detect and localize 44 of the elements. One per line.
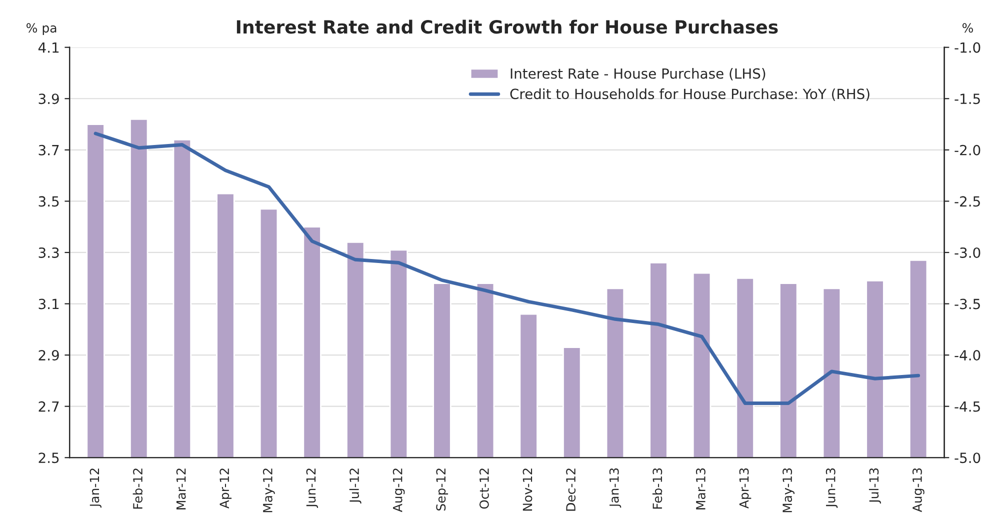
- x-tick-label: Apr-12: [220, 468, 232, 508]
- x-tick-label: Jun-13: [826, 468, 838, 508]
- y2-tick-label: -2.0: [954, 144, 980, 156]
- y2-tick-label: -3.0: [954, 247, 980, 258]
- y-tick-label: 2.5: [38, 452, 59, 464]
- y-tick-label: 3.7: [38, 144, 59, 156]
- x-tick-label: Nov-12: [522, 468, 532, 511]
- y-tick-label: 3.9: [38, 94, 59, 104]
- x-tick-label: Jan-13: [609, 468, 622, 508]
- x-tick-label: May-12: [262, 468, 275, 512]
- x-tick-label: Mar-12: [176, 468, 186, 510]
- y-tick-label: 3.1: [38, 298, 59, 310]
- y-tick-label: 3.5: [38, 196, 59, 207]
- legend-label: Interest Rate - House Purchase (LHS): [510, 68, 766, 80]
- x-tick-label: Aug-12: [392, 468, 405, 512]
- legend-label: Credit to Households for House Purchase: YoY (RHS): [510, 88, 870, 101]
- x-tick-label: Mar-13: [696, 468, 706, 510]
- y-axis-title: % pa: [26, 23, 56, 36]
- line-series: [94, 132, 920, 405]
- x-tick-label: Jul-13: [868, 468, 881, 504]
- x-tick-label: Aug-13: [912, 468, 924, 512]
- y2-tick-label: -1.0: [954, 42, 980, 53]
- y-tick-label: 3.3: [38, 247, 59, 258]
- x-tick-label: Jun-12: [306, 468, 318, 508]
- x-tick-label: May-13: [782, 468, 794, 512]
- x-tick-label: Dec-12: [566, 468, 576, 511]
- x-tick-label: Feb-13: [652, 468, 662, 509]
- y-tick-label: 4.1: [38, 42, 59, 53]
- chart-title: Interest Rate and Credit Growth for House Purchases: [236, 20, 778, 34]
- y-tick-label: 2.7: [38, 401, 59, 412]
- x-tick-label: Oct-12: [479, 468, 489, 509]
- x-tick-label: Feb-12: [132, 468, 142, 509]
- y2-tick-label: -3.5: [954, 298, 980, 310]
- y2-tick-label: -4.5: [954, 401, 980, 412]
- x-tick-label: Jan-12: [90, 468, 102, 508]
- x-tick-label: Sep-12: [436, 468, 448, 510]
- y2-tick-label: -4.0: [954, 350, 980, 361]
- y-tick-label: 2.9: [38, 350, 59, 361]
- x-tick-label: Jul-12: [349, 468, 362, 504]
- x-tick-label: Apr-13: [739, 468, 752, 508]
- y2-tick-label: -5.0: [954, 452, 980, 464]
- y2-tick-label: -1.5: [954, 94, 980, 104]
- y2-tick-label: -2.5: [954, 196, 980, 207]
- y2-axis-title: %: [962, 23, 973, 33]
